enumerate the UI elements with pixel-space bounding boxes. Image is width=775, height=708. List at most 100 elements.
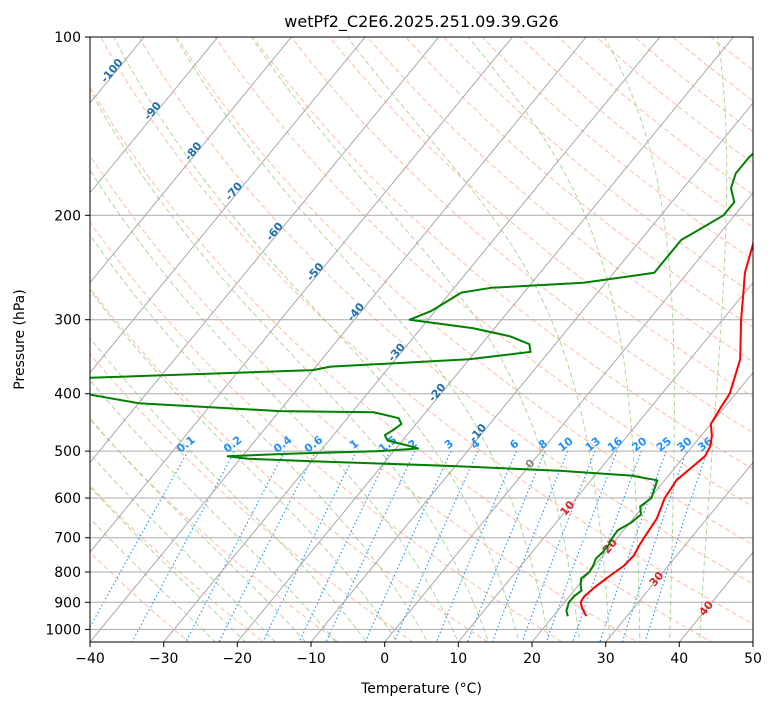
mixing-ratio-line xyxy=(262,450,357,642)
mixing-ratio-line xyxy=(131,450,236,642)
isotherm-label: -80 xyxy=(182,139,205,163)
isotherm-label: -100 xyxy=(98,56,126,86)
mixing-ratio-line xyxy=(90,450,189,629)
moist-adiabat-line xyxy=(113,37,520,642)
mixing-ratio-line xyxy=(521,450,596,642)
dry-adiabat-line xyxy=(771,0,775,654)
moist-adiabat-line xyxy=(90,486,246,642)
x-tick-label: −40 xyxy=(75,651,105,667)
dry-adiabat-line xyxy=(710,37,753,71)
y-tick-label: 300 xyxy=(54,313,81,329)
x-tick-label: 0 xyxy=(380,651,389,667)
isotherm-label: -60 xyxy=(263,220,286,244)
moist-adiabat-line xyxy=(347,37,611,642)
dry-adiabat-line xyxy=(90,287,489,642)
line-labels: 0.1 0.2 0.4 0.6 1 1.5 2 3 4 6 8 10 13 16 20 25 30 36-100-… xyxy=(98,56,716,619)
mixing-ratio-line xyxy=(325,450,416,642)
mixing-ratio-label: 1.5 xyxy=(376,433,399,455)
chart-title: wetPf2_C2E6.2025.251.09.39.G26 xyxy=(284,12,558,32)
x-axis-label: Temperature (°C) xyxy=(360,681,482,697)
sounding-series xyxy=(90,152,753,617)
dry-adiabat-line xyxy=(100,37,753,625)
moist-adiabat-line xyxy=(90,337,367,642)
isotherm-label: -20 xyxy=(426,381,449,405)
moist-adiabat-line xyxy=(699,37,728,642)
isotherm-line xyxy=(531,371,753,642)
dry-adiabat-line xyxy=(557,37,753,196)
moist-adiabat-line xyxy=(90,517,217,642)
mixing-ratio-label: 0.4 xyxy=(271,433,295,455)
isotherm-line xyxy=(384,192,753,642)
x-tick-label: −10 xyxy=(296,651,326,667)
isotherm-label: -30 xyxy=(385,340,408,364)
mixing-ratio-line xyxy=(364,450,452,642)
dry-adiabat-line xyxy=(90,418,340,642)
dry-adiabat-line xyxy=(405,37,753,328)
moist-adiabat-line xyxy=(604,37,675,642)
x-tick-label: 30 xyxy=(597,651,615,667)
moist-adiabat-line xyxy=(90,168,459,642)
isotherm-line xyxy=(457,281,753,642)
isotherm-line xyxy=(752,641,753,642)
dry-adiabat-line xyxy=(443,37,753,294)
dry-adiabat-line xyxy=(748,37,753,41)
dry-adiabat-line xyxy=(519,37,753,228)
dry-adiabat-line xyxy=(90,551,190,642)
dry-adiabat-line xyxy=(290,37,753,434)
y-tick-label: 100 xyxy=(54,30,81,46)
axis-ticks: −40 −30 −20 −10 0 10 20 30 40 5010020030040050060… xyxy=(45,30,762,667)
x-tick-label: 50 xyxy=(744,651,762,667)
y-tick-label: 800 xyxy=(54,565,81,581)
background-lines xyxy=(90,0,775,654)
isotherm-label: -70 xyxy=(223,179,246,203)
plot-frame xyxy=(89,36,754,643)
isotherm-line xyxy=(90,37,514,553)
dry-adiabat-line xyxy=(366,37,753,363)
y-tick-label: 700 xyxy=(54,531,81,547)
isotherm-line xyxy=(90,37,587,642)
moist-adiabat-line xyxy=(90,289,398,642)
mixing-ratio-line xyxy=(185,450,286,642)
y-tick-label: 400 xyxy=(54,387,81,403)
isotherm-line xyxy=(90,37,219,194)
moist-adiabat-line xyxy=(250,37,581,642)
mixing-ratio-label: 1 xyxy=(347,437,361,452)
dry-adiabat-line xyxy=(90,484,265,642)
mixing-ratio-line xyxy=(435,450,518,642)
mixing-ratio-label: 8 xyxy=(536,437,550,452)
isotherm-line xyxy=(90,37,440,464)
isotherm-line xyxy=(90,37,293,284)
warm-isotherm-label: 10 xyxy=(558,498,578,518)
dry-adiabat-line xyxy=(90,154,638,642)
mixing-ratio-label: 6 xyxy=(507,437,521,452)
isotherm-line xyxy=(90,37,366,374)
x-tick-label: 40 xyxy=(670,651,688,667)
isotherm-line xyxy=(236,37,735,642)
dry-adiabat-line xyxy=(252,37,753,470)
y-tick-label: 1000 xyxy=(45,622,81,638)
isotherm-line xyxy=(605,461,753,642)
y-tick-label: 600 xyxy=(54,491,81,507)
isotherm-label: -40 xyxy=(345,300,368,324)
mixing-ratio-line xyxy=(545,450,618,642)
mixing-ratio-line xyxy=(491,450,569,642)
y-tick-label: 900 xyxy=(54,595,81,611)
isotherm-label: -90 xyxy=(141,99,164,123)
dry-adiabat-line xyxy=(90,86,713,642)
dry-adiabat-line xyxy=(633,37,753,133)
mixing-ratio-line xyxy=(393,450,479,642)
mixing-ratio-line xyxy=(466,450,546,642)
x-tick-label: −20 xyxy=(223,651,253,667)
y-tick-label: 200 xyxy=(54,208,81,224)
y-axis-label: Pressure (hPa) xyxy=(12,289,28,389)
mixing-ratio-label: 0.1 xyxy=(174,433,197,455)
dry-adiabat-line xyxy=(138,37,753,585)
y-tick-label: 500 xyxy=(54,444,81,460)
dry-adiabat-line xyxy=(90,353,414,642)
isotherm-line xyxy=(678,551,753,642)
dry-adiabat-line xyxy=(481,37,753,261)
isotherm-label: -50 xyxy=(304,260,327,284)
dewpoint-profile-line xyxy=(90,152,753,617)
x-tick-label: 20 xyxy=(523,651,541,667)
